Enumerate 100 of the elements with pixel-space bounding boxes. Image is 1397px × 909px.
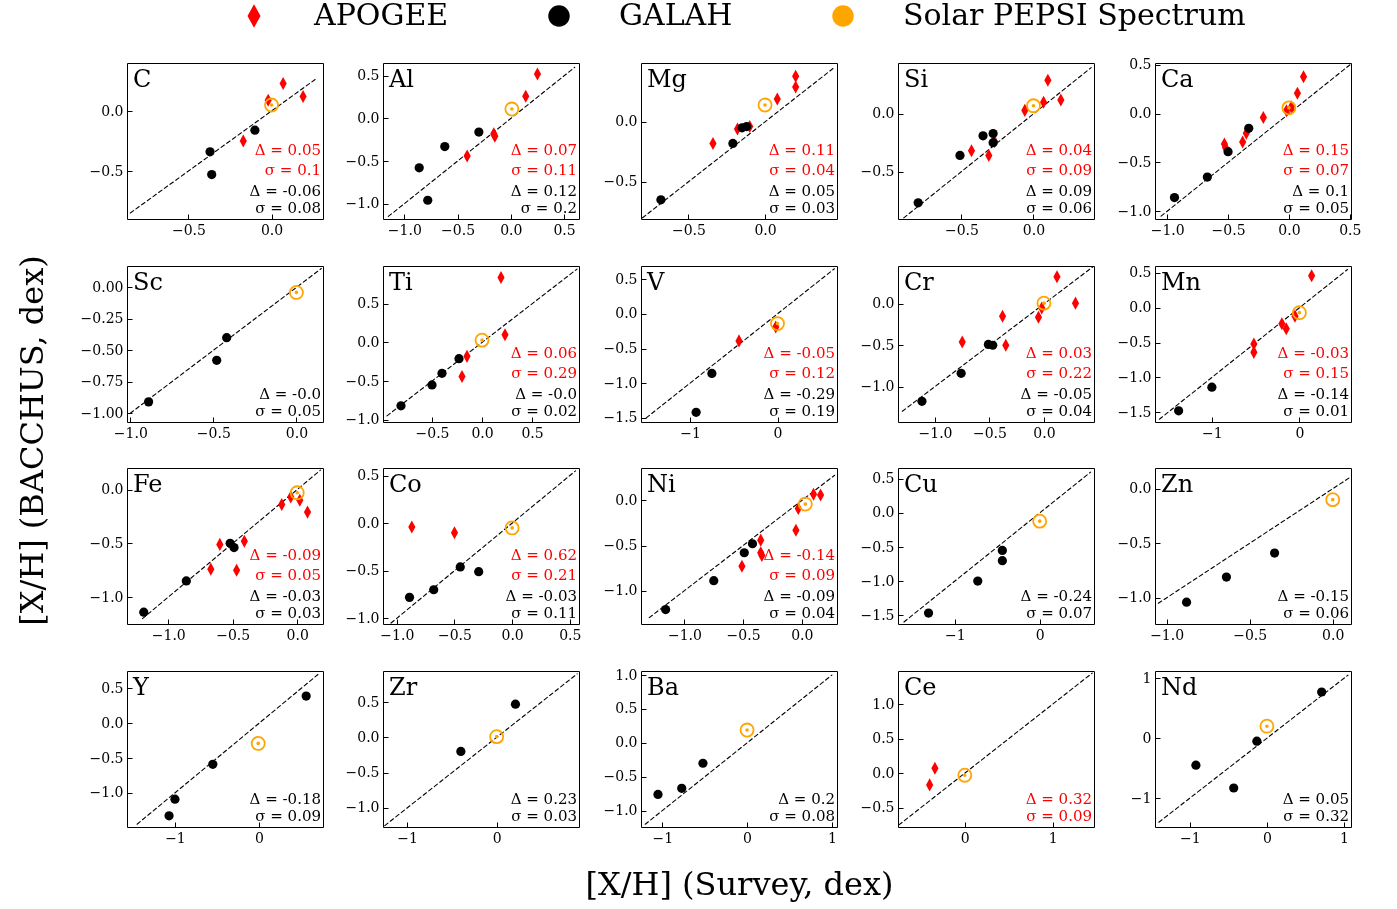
x-tick-label: 1 bbox=[827, 829, 837, 846]
annotation: σ = 0.05 bbox=[255, 402, 321, 420]
y-tick-label: 1.0 bbox=[615, 666, 638, 683]
y-tick-label: 0.5 bbox=[101, 679, 124, 696]
y-tick-label: 0.5 bbox=[1129, 56, 1152, 73]
y-tick-label: −0.5 bbox=[89, 534, 124, 551]
x-tick-label: 0 bbox=[255, 829, 265, 846]
y-tick-label: 0.0 bbox=[1129, 105, 1152, 122]
annotation: Δ = -0.0 bbox=[515, 385, 577, 403]
y-tick-label: −0.75 bbox=[80, 373, 124, 390]
x-axis-title: [X/H] (Survey, dex) bbox=[585, 864, 894, 903]
legend-label: GALAH bbox=[619, 0, 733, 32]
x-tick-label: 0.0 bbox=[1022, 221, 1046, 238]
x-tick-label: 0.0 bbox=[260, 221, 284, 238]
y-tick-label: 1 bbox=[1142, 669, 1152, 686]
y-tick-label: −1.0 bbox=[1117, 202, 1152, 219]
annotation: σ = 0.04 bbox=[769, 161, 835, 179]
x-tick-label: −1.0 bbox=[667, 626, 702, 643]
chart-title: Ni bbox=[647, 470, 676, 498]
annotation: Δ = 0.05 bbox=[1282, 790, 1349, 808]
chart-title: Co bbox=[389, 470, 422, 498]
y-tick-label: −0.5 bbox=[860, 538, 895, 555]
y-tick-label: 0.0 bbox=[101, 481, 124, 498]
y-tick-label: −0.5 bbox=[345, 764, 380, 781]
y-axis-title: [X/H] (BACCHUS, dex) bbox=[12, 255, 51, 626]
annotation: Δ = 0.2 bbox=[778, 790, 835, 808]
chart-title: Si bbox=[904, 65, 929, 93]
y-tick-label: −1.0 bbox=[603, 374, 638, 391]
x-tick-label: 0.5 bbox=[559, 626, 582, 643]
x-tick-label: 0.0 bbox=[471, 424, 494, 441]
annotation: Δ = -0.24 bbox=[1020, 587, 1092, 605]
annotation: Δ = 0.1 bbox=[1292, 182, 1349, 200]
y-tick-label: −1.0 bbox=[860, 572, 895, 589]
y-tick-label: 1.0 bbox=[872, 695, 895, 712]
annotation: σ = 0.11 bbox=[511, 604, 577, 622]
chart-title: Ti bbox=[389, 268, 414, 296]
y-tick-label: 0.0 bbox=[872, 764, 895, 781]
y-tick-label: 0.5 bbox=[357, 295, 380, 312]
annotation: σ = 0.08 bbox=[769, 807, 835, 825]
annotation: σ = 0.03 bbox=[255, 604, 321, 622]
annotation: σ = 0.29 bbox=[511, 364, 577, 382]
y-tick-label: −1.5 bbox=[603, 409, 638, 426]
chart-title: Fe bbox=[133, 470, 163, 498]
y-tick-label: 0.0 bbox=[872, 295, 895, 312]
x-tick-label: −0.5 bbox=[171, 221, 206, 238]
y-tick-label: 0.5 bbox=[357, 67, 380, 84]
x-tick-label: −1 bbox=[397, 829, 418, 846]
y-tick-label: 0.5 bbox=[615, 700, 638, 717]
annotation: Δ = 0.62 bbox=[510, 546, 577, 564]
y-tick-label: 0.0 bbox=[357, 333, 380, 350]
annotation: Δ = -0.05 bbox=[763, 344, 835, 362]
chart-title: Ba bbox=[647, 673, 679, 701]
annotation: Δ = -0.15 bbox=[1277, 587, 1349, 605]
annotation: Δ = 0.06 bbox=[510, 344, 577, 362]
y-tick-label: 0.0 bbox=[101, 102, 124, 119]
chart-title: Al bbox=[388, 65, 415, 93]
chart-title: Cr bbox=[904, 268, 935, 296]
x-tick-label: −0.5 bbox=[415, 424, 450, 441]
annotation: Δ = -0.0 bbox=[259, 385, 321, 403]
annotation: σ = 0.03 bbox=[511, 807, 577, 825]
x-tick-label: −1 bbox=[652, 829, 674, 846]
legend-label: APOGEE bbox=[313, 0, 449, 32]
annotation: σ = 0.06 bbox=[1026, 199, 1092, 217]
chart-title: Mg bbox=[647, 65, 687, 93]
y-tick-label: 0.0 bbox=[615, 491, 638, 508]
x-tick-label: 0 bbox=[1295, 424, 1305, 441]
y-tick-label: −1.00 bbox=[80, 404, 124, 421]
y-tick-label: −0.5 bbox=[860, 163, 895, 180]
y-tick-label: −1.0 bbox=[603, 582, 638, 599]
y-tick-label: 0.5 bbox=[615, 270, 638, 287]
y-tick-label: −1.0 bbox=[345, 799, 380, 816]
x-tick-label: 0 bbox=[743, 829, 753, 846]
annotation: σ = 0.07 bbox=[1026, 604, 1092, 622]
annotation: Δ = -0.14 bbox=[1277, 385, 1349, 403]
x-tick-label: −1.0 bbox=[151, 626, 186, 643]
y-tick-label: 0.5 bbox=[357, 693, 380, 710]
x-tick-label: 0.0 bbox=[501, 626, 524, 643]
y-tick-label: 0.5 bbox=[357, 467, 380, 484]
y-tick-label: −1.0 bbox=[345, 411, 380, 428]
annotation: σ = 0.04 bbox=[1026, 402, 1092, 420]
annotation: σ = 0.01 bbox=[1283, 402, 1349, 420]
x-tick-label: −0.5 bbox=[1211, 221, 1246, 238]
annotation: Δ = 0.05 bbox=[768, 182, 835, 200]
y-tick-label: −0.5 bbox=[603, 537, 638, 554]
annotation: Δ = -0.05 bbox=[1020, 385, 1092, 403]
y-tick-label: 0.0 bbox=[357, 728, 380, 745]
annotation: Δ = 0.32 bbox=[1025, 790, 1092, 808]
y-tick-label: −1.5 bbox=[1117, 403, 1152, 420]
y-tick-label: −1.0 bbox=[89, 588, 124, 605]
x-tick-label: 0.0 bbox=[1322, 626, 1345, 643]
annotation: σ = 0.03 bbox=[769, 199, 835, 217]
annotation: σ = 0.05 bbox=[255, 566, 321, 584]
annotation: σ = 0.09 bbox=[1026, 807, 1092, 825]
annotation: Δ = 0.03 bbox=[1025, 344, 1092, 362]
y-tick-label: −0.5 bbox=[345, 152, 380, 169]
y-tick-label: 0.5 bbox=[872, 730, 895, 747]
x-tick-label: −0.5 bbox=[726, 626, 761, 643]
annotation: Δ = -0.03 bbox=[249, 587, 321, 605]
annotation: Δ = -0.09 bbox=[763, 587, 835, 605]
x-tick-label: 0.5 bbox=[521, 424, 544, 441]
